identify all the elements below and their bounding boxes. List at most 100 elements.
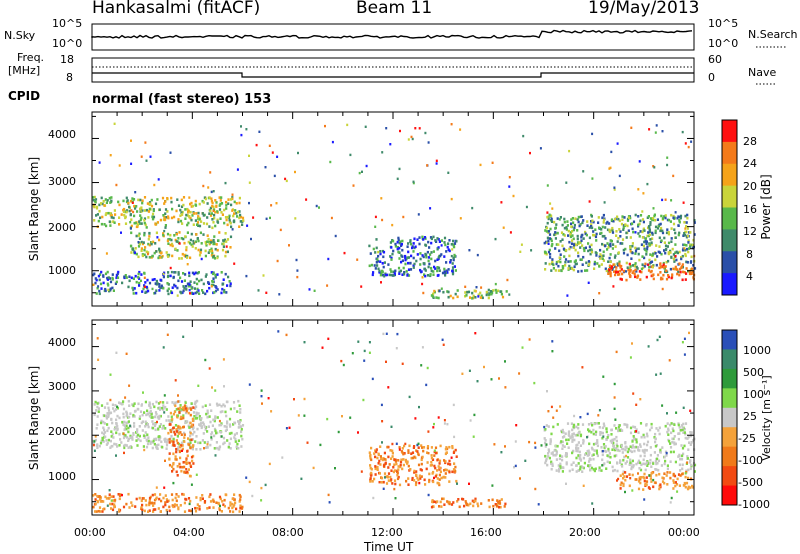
scatter-cell: [393, 487, 396, 491]
scatter-cell: [265, 217, 268, 220]
data-cell: [156, 415, 159, 419]
data-cell: [683, 431, 686, 434]
data-cell: [450, 243, 453, 246]
data-cell: [188, 283, 191, 286]
scatter-cell: [192, 239, 195, 243]
data-cell: [578, 224, 581, 228]
data-cell: [220, 271, 223, 274]
data-cell: [216, 248, 219, 252]
data-cell: [393, 272, 396, 275]
data-cell: [225, 200, 228, 204]
data-cell: [654, 225, 658, 229]
data-cell: [391, 449, 394, 453]
data-cell: [148, 201, 152, 204]
scatter-cell: [210, 190, 213, 194]
data-cell: [610, 218, 614, 221]
data-cell: [233, 421, 236, 425]
scatter-cell: [509, 231, 512, 234]
data-cell: [113, 221, 116, 224]
data-cell: [680, 457, 684, 461]
data-cell: [661, 229, 664, 233]
data-cell: [646, 216, 649, 219]
data-cell: [376, 465, 379, 469]
data-cell: [635, 478, 638, 481]
data-cell: [637, 448, 640, 452]
data-cell: [111, 286, 114, 290]
data-cell: [555, 223, 558, 226]
data-cell: [159, 510, 162, 513]
data-cell: [115, 280, 118, 284]
data-cell: [105, 414, 108, 418]
data-cell: [104, 213, 107, 217]
scatter-cell: [188, 289, 191, 292]
data-cell: [378, 459, 381, 463]
data-cell: [477, 293, 480, 297]
scatter-cell: [652, 165, 655, 168]
scatter-cell: [92, 443, 95, 447]
data-cell: [389, 449, 392, 452]
scatter-cell: [278, 293, 281, 296]
scatter-cell: [602, 375, 605, 378]
scatter-cell: [525, 205, 528, 209]
scatter-cell: [588, 200, 591, 203]
data-cell: [159, 218, 162, 222]
data-cell: [391, 482, 394, 485]
scatter-cell: [313, 289, 316, 292]
data-cell: [692, 486, 695, 489]
scatter-cell: [141, 403, 143, 406]
data-cell: [601, 242, 604, 246]
scatter-cell: [303, 341, 306, 344]
scatter-cell: [440, 244, 443, 247]
data-cell: [596, 439, 599, 442]
data-cell: [601, 458, 604, 462]
data-cell: [598, 255, 601, 258]
data-cell: [693, 221, 696, 224]
data-cell: [228, 417, 232, 421]
scatter-cell: [565, 482, 567, 485]
data-cell: [102, 281, 105, 285]
scatter-cell: [143, 276, 146, 279]
data-cell: [546, 236, 549, 240]
data-cell: [690, 431, 693, 434]
scatter-cell: [273, 174, 276, 178]
data-cell: [197, 248, 200, 252]
data-cell: [663, 472, 666, 475]
data-cell: [634, 252, 637, 255]
data-cell: [645, 242, 648, 245]
scatter-cell: [647, 263, 650, 266]
data-cell: [420, 475, 423, 478]
scatter-cell: [381, 151, 384, 154]
velocity-ytick-4000: 4000: [48, 336, 76, 349]
data-cell: [134, 247, 137, 250]
data-cell: [464, 291, 467, 294]
data-cell: [666, 471, 669, 474]
data-cell: [140, 240, 143, 244]
nsky-tick-high: 10^5: [52, 17, 83, 30]
data-cell: [192, 462, 195, 465]
data-cell: [217, 239, 220, 242]
data-cell: [598, 466, 601, 469]
data-cell: [214, 276, 217, 279]
data-cell: [376, 260, 380, 263]
data-cell: [167, 216, 170, 220]
data-cell: [229, 407, 232, 411]
data-cell: [576, 234, 579, 238]
data-cell: [634, 249, 638, 253]
scatter-cell: [664, 198, 667, 201]
data-cell: [189, 434, 192, 438]
data-cell: [238, 510, 241, 513]
data-cell: [155, 279, 158, 283]
data-cell: [551, 260, 554, 264]
data-cell: [239, 504, 242, 508]
data-cell: [140, 499, 143, 503]
data-cell: [382, 457, 385, 460]
data-cell: [101, 436, 104, 440]
data-cell: [557, 264, 560, 268]
data-cell: [690, 441, 693, 444]
data-cell: [669, 442, 672, 445]
data-cell: [370, 458, 373, 462]
scatter-cell: [352, 184, 355, 187]
scatter-cell: [318, 206, 320, 209]
data-cell: [579, 457, 582, 461]
data-cell: [192, 454, 195, 458]
